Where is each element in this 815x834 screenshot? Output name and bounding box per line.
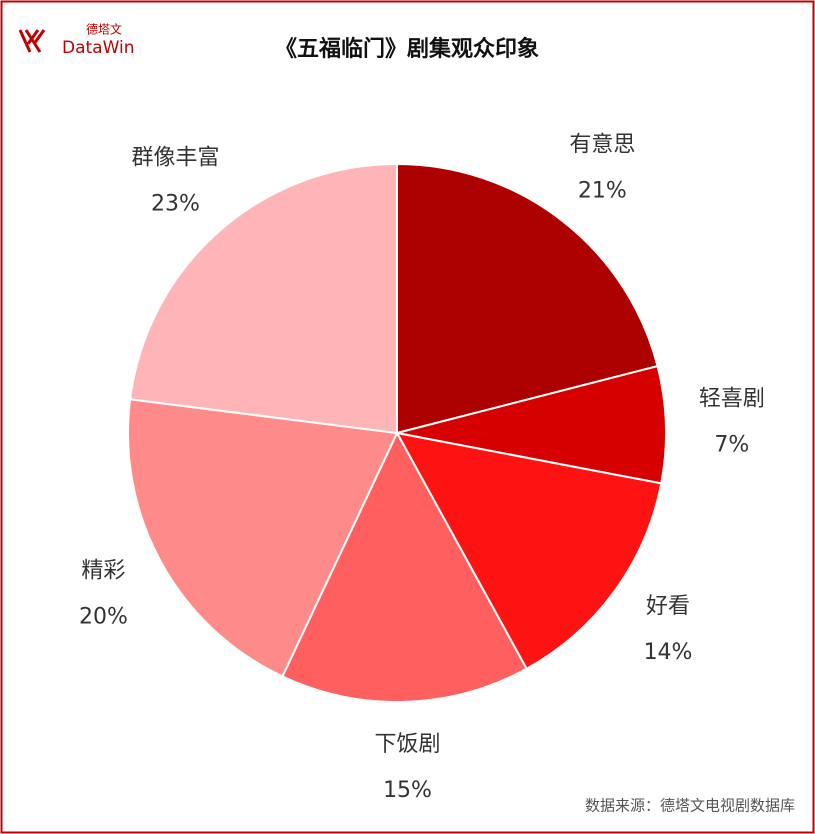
- value-label: 21%: [578, 178, 627, 203]
- pie-slice: [127, 398, 399, 678]
- slice-label: 轻喜剧: [699, 386, 765, 411]
- slice-label: 群像丰富: [131, 146, 219, 171]
- logo-en: DataWin: [62, 38, 135, 58]
- value-label: 20%: [79, 604, 128, 629]
- pie-slice: [396, 364, 667, 485]
- logo-cn: 德塔文: [86, 22, 122, 37]
- pie-slice: [281, 430, 528, 703]
- pie-slice: [396, 162, 659, 435]
- slice-label: 有意思: [569, 132, 635, 157]
- value-label: 7%: [714, 432, 749, 457]
- slice-label: 精彩: [81, 558, 125, 583]
- value-label: 23%: [151, 192, 200, 217]
- logo-icon: [18, 29, 46, 53]
- slice-label: 下饭剧: [375, 732, 441, 757]
- slice-label: 好看: [646, 594, 690, 619]
- pie-slice: [395, 431, 663, 671]
- value-label: 15%: [383, 778, 432, 803]
- logo: 德塔文 DataWin: [18, 22, 135, 58]
- pie-slice: [129, 162, 398, 435]
- source: 数据来源：德塔文电视剧数据库: [585, 797, 795, 815]
- value-label: 14%: [644, 640, 693, 665]
- chart-title: 《五福临门》剧集观众印象: [275, 36, 539, 62]
